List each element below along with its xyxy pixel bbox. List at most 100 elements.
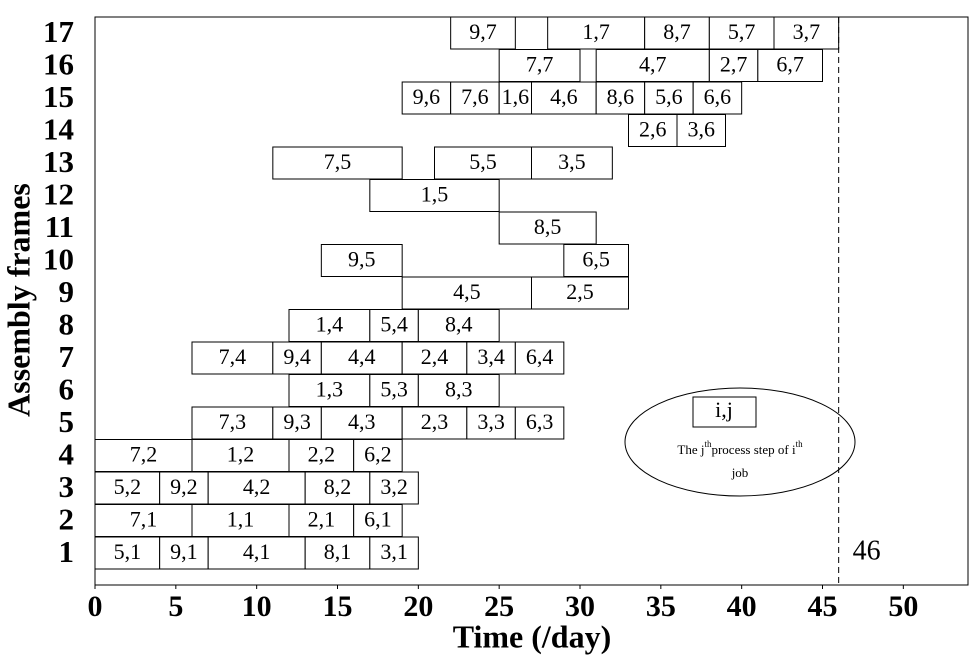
task-label: 6,1 bbox=[364, 507, 392, 532]
task-bar bbox=[94, 439, 193, 472]
task-bar bbox=[288, 309, 371, 342]
task-bar bbox=[369, 374, 419, 407]
y-tick-label: 2 bbox=[59, 502, 75, 537]
task-label: 4,1 bbox=[243, 539, 271, 564]
task-label: 9,3 bbox=[283, 409, 311, 434]
y-tick-label: 13 bbox=[43, 144, 74, 179]
task-label: 7,7 bbox=[526, 52, 554, 77]
task-label: 3,5 bbox=[558, 149, 586, 174]
task-label: 8,6 bbox=[607, 84, 635, 109]
task-label: 3,2 bbox=[380, 474, 408, 499]
x-axis-title: Time (/day) bbox=[453, 618, 612, 654]
y-tick-label: 11 bbox=[45, 209, 74, 244]
task-label: 4,6 bbox=[550, 84, 578, 109]
task-label: 4,2 bbox=[243, 474, 271, 499]
task-label: 7,3 bbox=[219, 409, 247, 434]
task-bar bbox=[288, 374, 371, 407]
task-label: 8,1 bbox=[324, 539, 352, 564]
legend-text-part: process step of i bbox=[711, 442, 796, 457]
task-label: 7,2 bbox=[130, 442, 158, 467]
task-bar bbox=[595, 81, 646, 115]
task-bar bbox=[644, 16, 710, 50]
task-bar bbox=[159, 471, 209, 505]
legend-text-part: The j bbox=[677, 442, 704, 457]
y-tick-label: 7 bbox=[59, 339, 75, 374]
task-bar bbox=[272, 146, 403, 180]
x-tick-label: 0 bbox=[88, 590, 103, 623]
task-bar bbox=[401, 81, 452, 115]
task-bar bbox=[692, 81, 743, 115]
task-bar bbox=[401, 341, 468, 375]
task-label: 5,3 bbox=[380, 377, 408, 402]
y-tick-label: 5 bbox=[59, 404, 75, 439]
y-tick-label: 8 bbox=[59, 307, 75, 342]
task-label: 6,7 bbox=[776, 52, 804, 77]
task-label: 4,7 bbox=[639, 52, 667, 77]
task-bar bbox=[320, 244, 403, 277]
task-label: 4,5 bbox=[453, 279, 481, 304]
x-tick-label: 50 bbox=[888, 590, 918, 623]
x-tick-label: 10 bbox=[242, 590, 272, 623]
task-label: 3,6 bbox=[688, 117, 716, 142]
task-bar bbox=[450, 81, 500, 115]
task-label: 6,4 bbox=[526, 344, 554, 369]
y-tick-label: 3 bbox=[59, 469, 75, 504]
y-tick-label: 12 bbox=[43, 177, 74, 212]
task-bar bbox=[531, 81, 597, 115]
task-bar bbox=[191, 406, 274, 440]
task-label: 8,4 bbox=[445, 312, 473, 337]
task-bar bbox=[191, 439, 290, 472]
legend-text: job bbox=[731, 465, 749, 480]
y-tick-label: 1 bbox=[59, 534, 75, 569]
task-bar bbox=[369, 179, 500, 212]
task-label: 5,7 bbox=[728, 19, 756, 44]
task-label: 1,4 bbox=[316, 312, 344, 337]
task-label: 5,5 bbox=[469, 149, 497, 174]
task-bar bbox=[94, 471, 161, 505]
task-label: 8,2 bbox=[324, 474, 352, 499]
task-bar bbox=[288, 439, 355, 472]
task-label: 9,2 bbox=[170, 474, 198, 499]
x-tick-label: 40 bbox=[727, 590, 757, 623]
task-bar bbox=[304, 471, 371, 505]
task-label: 2,7 bbox=[720, 52, 748, 77]
y-axis-title: Assembly frames bbox=[0, 183, 36, 417]
task-label: 7,1 bbox=[130, 507, 158, 532]
y-tick-label: 14 bbox=[43, 112, 74, 147]
task-label: 1,6 bbox=[502, 84, 530, 109]
makespan-label: 46 bbox=[853, 535, 881, 566]
task-label: 1,3 bbox=[316, 377, 344, 402]
legend-ellipse bbox=[624, 387, 856, 497]
x-tick-label: 45 bbox=[808, 590, 838, 623]
task-bar bbox=[369, 471, 419, 505]
task-label: 7,4 bbox=[219, 344, 247, 369]
task-label: 2,2 bbox=[308, 442, 336, 467]
task-bar bbox=[644, 81, 694, 115]
task-label: 4,4 bbox=[348, 344, 376, 369]
task-label: 3,3 bbox=[477, 409, 505, 434]
task-label: 5,6 bbox=[655, 84, 683, 109]
task-bar bbox=[369, 536, 419, 570]
task-label: 8,5 bbox=[534, 214, 562, 239]
legend-sup: th bbox=[704, 439, 712, 449]
task-label: 2,3 bbox=[421, 409, 449, 434]
task-label: 7,5 bbox=[324, 149, 352, 174]
x-tick-label: 25 bbox=[484, 590, 514, 623]
task-bar bbox=[191, 504, 290, 537]
task-bar bbox=[498, 49, 581, 82]
task-label: 9,4 bbox=[283, 344, 311, 369]
x-tick-label: 5 bbox=[168, 590, 183, 623]
task-bar bbox=[498, 211, 597, 245]
task-label: 4,3 bbox=[348, 409, 376, 434]
task-label: 6,2 bbox=[364, 442, 392, 467]
task-label: 5,1 bbox=[114, 539, 142, 564]
task-bar bbox=[401, 406, 468, 440]
legend-sup: th bbox=[796, 439, 804, 449]
legend-box-label: i,j bbox=[715, 397, 733, 422]
task-bar bbox=[417, 374, 500, 407]
x-tick-label: 20 bbox=[403, 590, 433, 623]
task-label: 1,5 bbox=[421, 182, 449, 207]
task-bar bbox=[531, 146, 613, 180]
task-bar bbox=[563, 244, 629, 277]
task-bar bbox=[417, 309, 500, 342]
